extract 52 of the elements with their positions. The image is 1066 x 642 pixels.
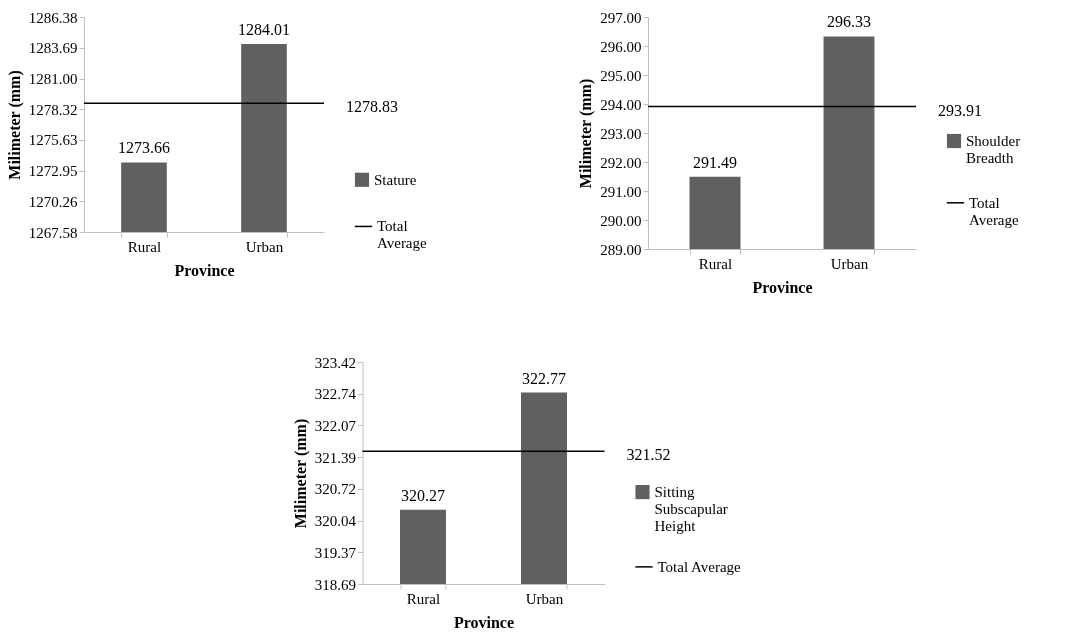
x-tick-label: Urban bbox=[245, 238, 284, 255]
data-label: 1284.01 bbox=[238, 21, 290, 39]
data-label: 320.27 bbox=[401, 486, 445, 504]
y-tick-label: 320.04 bbox=[314, 513, 357, 530]
y-tick-label: 320.72 bbox=[314, 481, 356, 498]
legend-label: Stature bbox=[374, 171, 417, 188]
y-tick-label: 1286.38 bbox=[28, 9, 78, 26]
y-tick-label: 318.69 bbox=[314, 576, 356, 593]
x-tick-label: Rural bbox=[406, 590, 441, 607]
y-tick-label: 1275.63 bbox=[28, 132, 78, 149]
x-tick-label: Urban bbox=[525, 590, 564, 607]
x-tick-label: Urban bbox=[830, 255, 869, 272]
y-tick-label: 323.42 bbox=[314, 354, 356, 371]
legend-label: Total Average bbox=[377, 218, 428, 252]
y-tick-label: 322.07 bbox=[314, 417, 357, 434]
y-tick-label: 319.37 bbox=[314, 544, 357, 561]
y-tick-label: 297.00 bbox=[600, 9, 642, 26]
text: 321.52 bbox=[626, 446, 671, 464]
y-tick-label: 321.39 bbox=[314, 449, 356, 466]
data-label: 322.77 bbox=[522, 369, 566, 387]
data-label: 1273.66 bbox=[118, 139, 170, 157]
y-tick-label: 290.00 bbox=[600, 212, 642, 229]
y-tick-label: 1270.26 bbox=[28, 193, 78, 210]
x-axis-title: Province bbox=[453, 613, 515, 631]
y-tick-label: 1283.69 bbox=[28, 40, 78, 57]
x-tick-label: Rural bbox=[127, 238, 162, 255]
legend-label: Shoulder Breadth bbox=[966, 133, 1021, 166]
y-tick-label: 289.00 bbox=[600, 241, 642, 258]
text: 293.91 bbox=[938, 101, 982, 119]
legend-label: Total Average bbox=[657, 558, 742, 575]
y-tick-label: 293.00 bbox=[600, 125, 642, 142]
y-tick-label: 296.00 bbox=[600, 38, 642, 55]
data-label: 291.49 bbox=[693, 153, 737, 171]
x-axis-title: Province bbox=[174, 261, 235, 279]
legend-label: Total Average bbox=[969, 194, 1020, 228]
x-tick-label: Rural bbox=[698, 255, 733, 272]
y-axis-title: Milimeter (mm) bbox=[577, 78, 596, 189]
data-label: 296.33 bbox=[827, 13, 871, 31]
y-tick-label: 294.00 bbox=[600, 96, 642, 113]
text: 1278.83 bbox=[346, 98, 398, 116]
y-tick-label: 295.00 bbox=[600, 67, 642, 84]
y-tick-label: 292.00 bbox=[600, 154, 642, 171]
y-tick-label: 1267.58 bbox=[28, 224, 78, 241]
y-axis-title: Milimeter (mm) bbox=[5, 70, 24, 180]
y-tick-label: 1281.00 bbox=[28, 71, 78, 88]
legend-label: Sitting Subscapular Height bbox=[654, 484, 728, 535]
y-tick-label: 322.74 bbox=[314, 386, 357, 403]
x-axis-title: Province bbox=[752, 278, 813, 296]
y-tick-label: 291.00 bbox=[600, 183, 642, 200]
y-axis-title: Milimeter (mm) bbox=[291, 418, 310, 529]
y-tick-label: 1278.32 bbox=[28, 101, 78, 118]
y-tick-label: 1272.95 bbox=[28, 163, 78, 180]
